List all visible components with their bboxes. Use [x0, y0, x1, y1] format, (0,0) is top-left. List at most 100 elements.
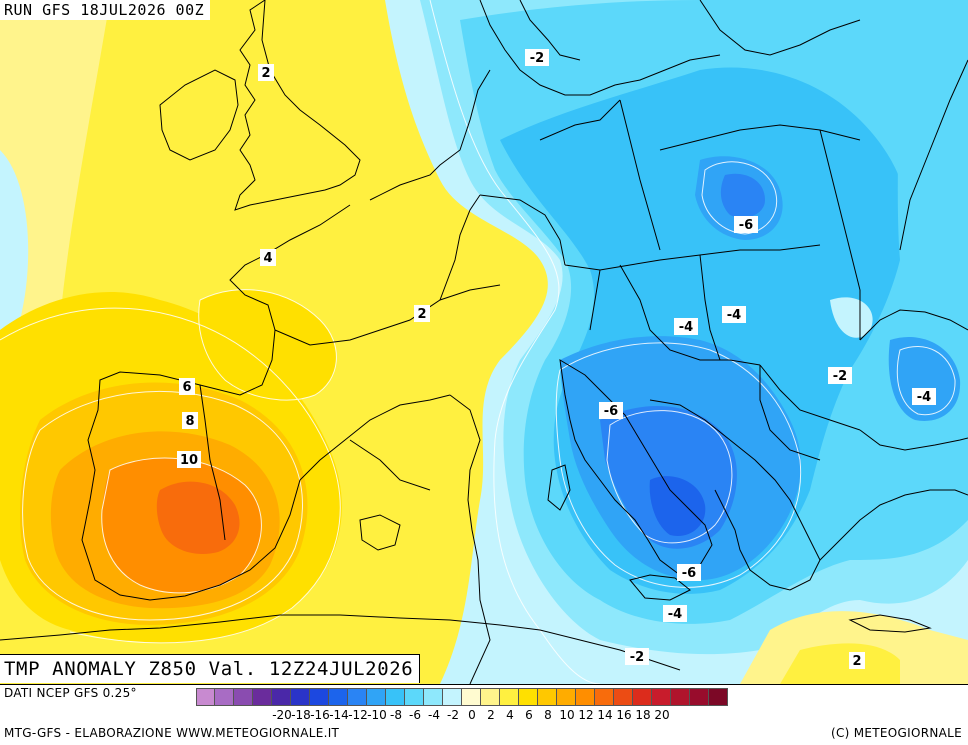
legend-swatch [652, 688, 671, 706]
contour-label: -6 [599, 402, 623, 419]
contour-label: 8 [182, 412, 198, 429]
legend-swatch [519, 688, 538, 706]
colorbar [196, 688, 728, 706]
legend-swatch [386, 688, 405, 706]
legend-swatch [614, 688, 633, 706]
contour-label-layer: 2 4 2 6 8 10 -2 -6 -4 -4 -2 -4 -6 -6 -4 … [177, 49, 936, 669]
legend-swatch [253, 688, 272, 706]
cool-patch-west [0, 150, 29, 330]
svg-text:-6: -6 [604, 404, 618, 419]
legend-swatch [576, 688, 595, 706]
data-source-label: DATI NCEP GFS 0.25° [4, 686, 137, 700]
svg-text:10: 10 [180, 453, 198, 468]
legend-swatch [329, 688, 348, 706]
svg-text:-4: -4 [917, 390, 931, 405]
contour-label: 6 [179, 378, 195, 395]
legend-tick-label: 18 [635, 708, 651, 722]
contour-label: -4 [912, 388, 936, 405]
variable-valid-label: TMP ANOMALY Z850 Val. 12Z24JUL2026 [0, 654, 421, 683]
cold-core-deep [649, 476, 706, 536]
run-label: RUN GFS 18JUL2026 00Z [0, 0, 211, 20]
svg-text:4: 4 [263, 251, 272, 266]
svg-text:-6: -6 [682, 566, 696, 581]
credit-right: (C) METEOGIORNALE [830, 726, 962, 740]
svg-text:-2: -2 [530, 51, 544, 66]
legend-swatch [405, 688, 424, 706]
legend-tick-label: 8 [544, 708, 552, 722]
cold-core-blacksea [888, 336, 961, 421]
legend-swatch [671, 688, 690, 706]
legend-tick-label: -4 [428, 708, 440, 722]
contour-label: 2 [414, 305, 430, 322]
legend-tick-label: 10 [559, 708, 575, 722]
cold-core-poland-inner [720, 173, 765, 218]
legend-swatch [234, 688, 253, 706]
contour-label: -4 [663, 605, 687, 622]
legend-swatch [633, 688, 652, 706]
contour-label: 2 [258, 64, 274, 81]
legend-tick-label: -8 [390, 708, 402, 722]
warm-patch-south-inner [780, 643, 900, 684]
legend-swatch [272, 688, 291, 706]
svg-text:-6: -6 [739, 218, 753, 233]
svg-text:-4: -4 [679, 320, 693, 335]
legend-tick-label: 2 [487, 708, 495, 722]
legend-tick-label: -16 [310, 708, 330, 722]
contour-label: -6 [677, 564, 701, 581]
legend-tick-label: -14 [329, 708, 349, 722]
legend-swatch [500, 688, 519, 706]
contour-label: -6 [734, 216, 758, 233]
svg-text:6: 6 [182, 380, 191, 395]
legend-tick-label: -18 [291, 708, 311, 722]
svg-text:-2: -2 [630, 650, 644, 665]
legend-tick-label: -12 [348, 708, 368, 722]
legend-tick-label: 20 [654, 708, 670, 722]
legend-swatch [595, 688, 614, 706]
legend-tick-label: 16 [616, 708, 632, 722]
legend-swatch [709, 688, 728, 706]
contour-label: -2 [525, 49, 549, 66]
legend-swatch [196, 688, 215, 706]
credit-left: MTG-GFS - ELABORAZIONE WWW.METEOGIORNALE… [4, 726, 340, 740]
legend-swatch [538, 688, 557, 706]
legend-swatch [348, 688, 367, 706]
svg-text:2: 2 [261, 66, 270, 81]
contour-label: 2 [849, 652, 865, 669]
cool-patch-east [830, 297, 873, 338]
cold-field-ne [897, 0, 968, 308]
legend-tick-label: -20 [272, 708, 292, 722]
legend-tick-label: -6 [409, 708, 421, 722]
legend-swatch [443, 688, 462, 706]
warm-patch-france [198, 289, 337, 400]
legend-tick-label: 12 [578, 708, 594, 722]
legend-swatch [557, 688, 576, 706]
contour-label: 10 [177, 451, 201, 468]
contour-label: 4 [260, 249, 276, 266]
svg-text:2: 2 [417, 307, 426, 322]
legend-tick-label: 14 [597, 708, 613, 722]
legend-swatch [291, 688, 310, 706]
legend-swatch [690, 688, 709, 706]
coastlines [0, 0, 968, 684]
svg-text:-4: -4 [668, 607, 682, 622]
contour-label: -4 [674, 318, 698, 335]
legend-tick-label: 0 [468, 708, 476, 722]
legend-tick-label: 4 [506, 708, 514, 722]
legend-swatch [462, 688, 481, 706]
svg-text:-2: -2 [833, 369, 847, 384]
contour-lines [0, 0, 956, 684]
contour-label: -2 [625, 648, 649, 665]
svg-text:-4: -4 [727, 308, 741, 323]
svg-text:2: 2 [852, 654, 861, 669]
legend-swatch [481, 688, 500, 706]
legend-swatch [367, 688, 386, 706]
legend-tick-label: 6 [525, 708, 533, 722]
svg-text:8: 8 [185, 414, 194, 429]
legend-swatch [424, 688, 443, 706]
legend-tick-label: -10 [367, 708, 387, 722]
contour-label: -4 [722, 306, 746, 323]
contour-label: -2 [828, 367, 852, 384]
legend-swatch [310, 688, 329, 706]
legend-tick-label: -2 [447, 708, 459, 722]
